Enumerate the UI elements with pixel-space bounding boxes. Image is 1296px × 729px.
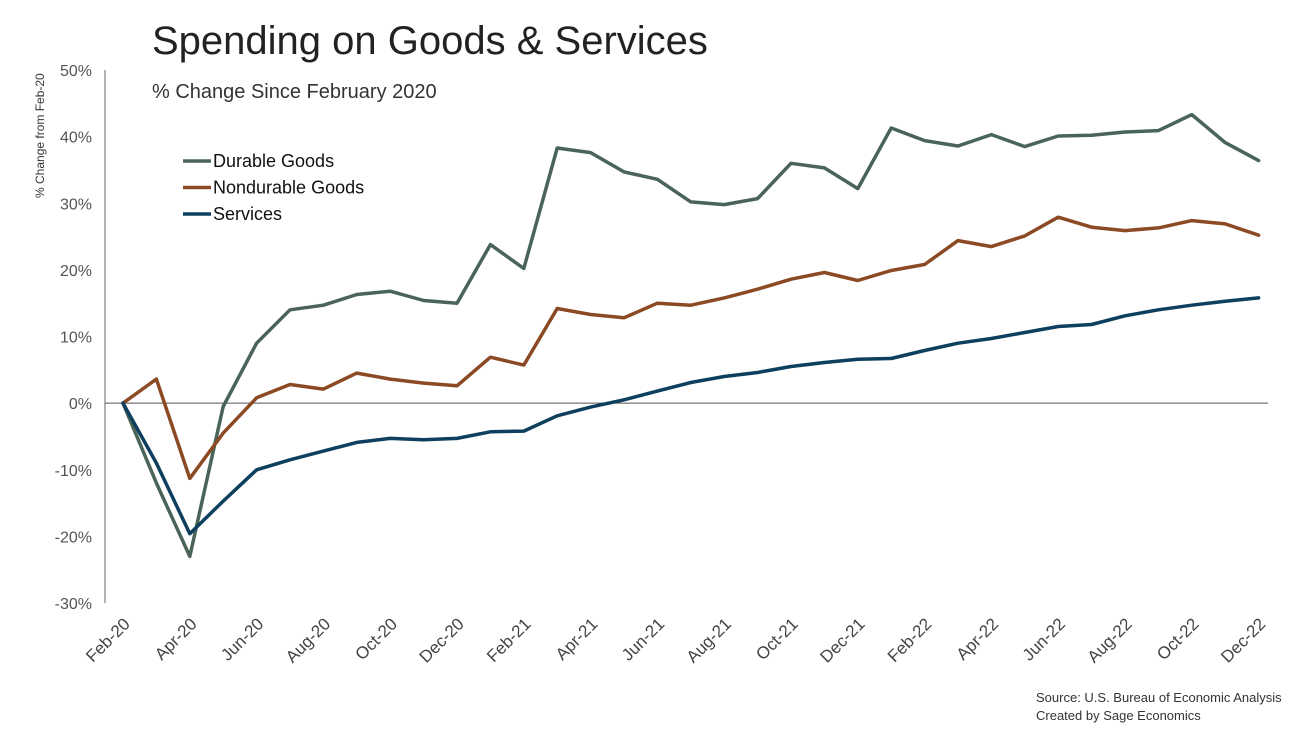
series-lines	[121, 112, 1261, 559]
y-tick-label: 30%	[60, 196, 92, 213]
x-tick-label: Feb-22	[884, 614, 936, 666]
legend-label-nondurable-goods: Nondurable Goods	[213, 178, 364, 198]
y-tick-labels: -30% -20% -10% 0% 10% 20% 30% 40% 50%	[55, 63, 92, 613]
source-text: Source: U.S. Bureau of Economic Analysis	[1036, 690, 1282, 705]
series-line-services	[121, 296, 1261, 536]
y-tick-label: 20%	[60, 263, 92, 280]
x-tick-label: Dec-20	[416, 614, 468, 666]
x-tick-label: Aug-22	[1084, 614, 1136, 666]
y-tick-label: 40%	[60, 130, 92, 147]
x-tick-label: Aug-21	[683, 614, 735, 666]
x-tick-label: Jun-21	[618, 614, 668, 664]
x-tick-label: Feb-21	[483, 614, 535, 666]
chart-subtitle: % Change Since February 2020	[152, 81, 437, 103]
x-tick-label: Apr-22	[953, 614, 1003, 664]
x-tick-labels: Feb-20 Apr-20 Jun-20 Aug-20 Oct-20 Dec-20 Feb-…	[82, 614, 1269, 666]
y-tick-label: 10%	[60, 330, 92, 347]
x-tick-label: Jun-22	[1019, 614, 1069, 664]
x-tick-label: Dec-21	[816, 614, 868, 666]
legend-label-durable-goods: Durable Goods	[213, 151, 334, 171]
chart-title: Spending on Goods & Services	[152, 19, 708, 63]
x-tick-label: Oct-20	[352, 614, 402, 664]
x-tick-label: Feb-20	[82, 614, 134, 666]
series-line-durable-goods	[121, 112, 1261, 559]
y-tick-label: -30%	[55, 596, 92, 613]
x-tick-label: Oct-21	[752, 614, 802, 664]
x-tick-label: Jun-20	[217, 614, 267, 664]
y-axis-label: % Change from Feb-20	[33, 73, 47, 198]
x-tick-label: Dec-22	[1217, 614, 1269, 666]
credit-text: Created by Sage Economics	[1036, 708, 1201, 723]
y-tick-label: 0%	[69, 396, 92, 413]
y-tick-label: 50%	[60, 63, 92, 80]
legend-label-services: Services	[213, 204, 282, 224]
y-tick-label: -10%	[55, 463, 92, 480]
series-line-nondurable-goods	[121, 215, 1261, 481]
x-tick-label: Oct-22	[1153, 614, 1203, 664]
legend: Durable Goods Nondurable Goods Services	[183, 151, 364, 224]
axes	[104, 70, 1268, 603]
y-tick-label: -20%	[55, 529, 92, 546]
x-tick-label: Aug-20	[282, 614, 334, 666]
x-tick-label: Apr-21	[552, 614, 602, 664]
x-tick-label: Apr-20	[151, 614, 201, 664]
